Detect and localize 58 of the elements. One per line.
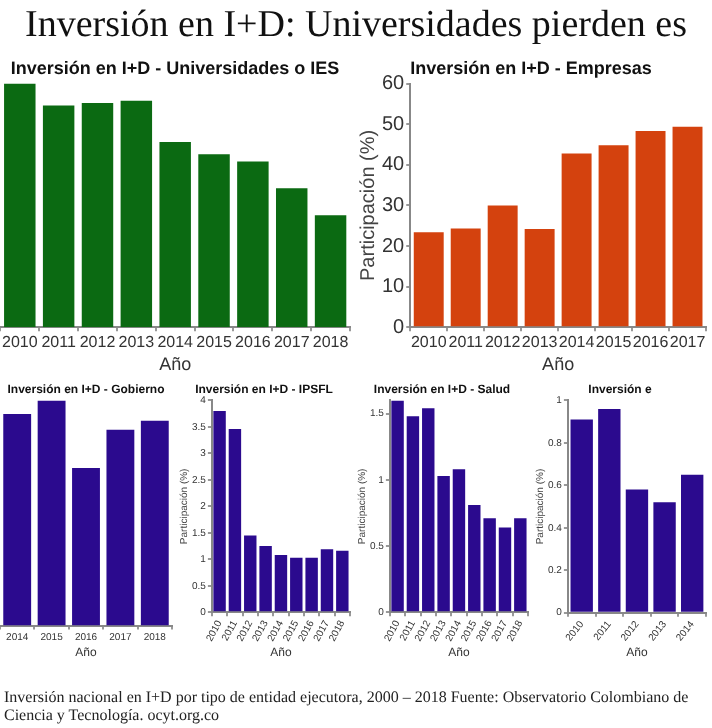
- y-tick-label: 50: [382, 113, 406, 136]
- bar: [487, 205, 518, 327]
- x-tick-label: 2013: [521, 333, 559, 352]
- x-tick-label: 2011: [448, 333, 484, 352]
- y-tick-label: 40: [382, 154, 406, 177]
- y-tick-label: 30: [382, 194, 406, 217]
- x-tick-label: 2014: [558, 333, 596, 352]
- bar: [524, 228, 555, 327]
- bar: [625, 489, 649, 612]
- bar: [413, 232, 444, 327]
- bar: [4, 83, 36, 328]
- bar: [81, 103, 114, 328]
- bar: [72, 467, 100, 626]
- y-tick-label: 20: [382, 235, 406, 258]
- y-tick-label: 10: [382, 276, 406, 299]
- bar: [237, 161, 269, 328]
- x-tick-label: 2015: [196, 333, 233, 352]
- x-tick-label: 2016: [632, 333, 670, 352]
- bar: [3, 413, 32, 626]
- bar: [598, 408, 621, 612]
- x-tick-label: 2012: [79, 333, 117, 352]
- x-tick-label: 2018: [312, 333, 350, 352]
- text: Inversión en I+D: Universidades pierden es: [23, 4, 689, 48]
- bar: [561, 153, 592, 327]
- bar: [198, 154, 230, 328]
- x-tick-label: 2013: [118, 333, 156, 352]
- y-tick-label: 60: [382, 73, 406, 96]
- x-tick-label: 2010: [2, 333, 39, 352]
- bar: [106, 429, 135, 626]
- bar: [159, 142, 191, 328]
- x-tick-label: 2017: [273, 333, 311, 352]
- bar: [276, 188, 308, 328]
- x-tick-label: 2011: [41, 333, 77, 352]
- bar: [314, 215, 347, 328]
- bar: [120, 100, 153, 328]
- x-tick-label: 2010: [410, 333, 448, 352]
- bar: [450, 228, 481, 327]
- bar: [681, 474, 704, 612]
- chart-title: Inversión en I+D - Empresas: [410, 57, 652, 78]
- bar: [598, 145, 629, 327]
- x-tick-label: 2015: [595, 333, 633, 352]
- chart-title: Inversión en I+D - Universidades o IES: [10, 57, 340, 78]
- bar: [570, 419, 593, 612]
- bar: [672, 126, 703, 327]
- x-tick-label: 2017: [669, 333, 707, 352]
- bar: [653, 502, 676, 612]
- bar: [140, 420, 169, 626]
- y-tick-label: 0: [393, 316, 406, 339]
- x-axis-title: Año: [542, 354, 575, 375]
- x-tick-label: 2014: [157, 333, 195, 352]
- text: Inversión nacional en I+D por tipo de entidad ejecutora, 2000 – 2018 Fuente: Observatorio Colombiano de Ciencia y Tecnología. ocyt.org.co: [4, 688, 691, 724]
- x-tick-label: 2012: [484, 333, 522, 352]
- bar: [42, 105, 75, 328]
- y-axis-title: Participación (%): [357, 129, 380, 281]
- bar: [37, 400, 66, 626]
- bar: [635, 131, 666, 327]
- x-tick-label: 2016: [235, 333, 272, 352]
- x-axis-title: Año: [159, 354, 192, 375]
